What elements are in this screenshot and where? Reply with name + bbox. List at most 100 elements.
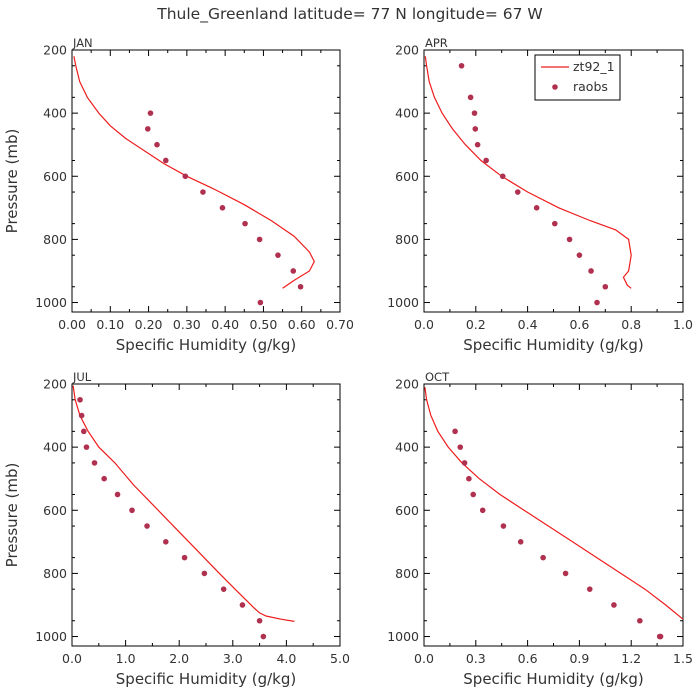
y-tick-label: 800 (395, 232, 419, 247)
raobs-point (163, 539, 169, 545)
x-tick-label: 0.8 (621, 317, 641, 332)
raobs-point (470, 491, 477, 498)
raobs-point (114, 491, 121, 498)
raobs-point (260, 633, 267, 640)
raobs-point (257, 299, 264, 306)
x-tick-label: 2.0 (169, 651, 189, 666)
raobs-point (500, 523, 507, 529)
panel-oct: OCT 0.0 0.3 0.6 0.9 1.2 1.5 200 400 600 800 1000 Spe… (387, 370, 693, 688)
raobs-point (467, 94, 474, 101)
plot-frame (71, 49, 341, 313)
raobs-point (182, 173, 189, 180)
raobs-point (154, 141, 160, 148)
legend-marker-swatch (552, 84, 558, 90)
y-axis-label: Pressure (mb) (3, 463, 21, 568)
y-tick-label: 800 (43, 566, 67, 581)
x-axis-label: Specific Humidity (g/kg) (116, 336, 296, 354)
y-tick-label: 800 (395, 566, 419, 581)
raobs-point (181, 554, 188, 561)
raobs-point (588, 268, 594, 274)
x-tick-label: 0.0 (62, 651, 82, 666)
x-tick-label: 1.0 (116, 651, 136, 666)
raobs-point (499, 173, 506, 180)
model-profile-line (424, 56, 632, 289)
y-tick-label: 800 (43, 232, 67, 247)
x-tick-label: 0.0 (414, 317, 434, 332)
raobs-point (471, 110, 478, 116)
y-tick-label: 400 (395, 106, 419, 121)
raobs-point (297, 283, 304, 290)
x-tick-label: 0.6 (569, 317, 589, 332)
y-tick-label: 600 (43, 169, 67, 184)
plot-frame (423, 383, 684, 647)
raobs-point (91, 460, 98, 466)
raobs-point (514, 189, 521, 195)
x-tick-label: 1.0 (673, 317, 693, 332)
raobs-point (533, 205, 540, 211)
raobs-point (483, 157, 489, 164)
plot-frame (71, 383, 341, 647)
raobs-point (540, 554, 546, 561)
x-tick-label: 0.0 (414, 651, 434, 666)
x-axis-label: Specific Humidity (g/kg) (463, 670, 643, 688)
raobs-point (637, 617, 643, 624)
panel-title: JAN (72, 36, 93, 50)
panel-title: OCT (425, 370, 450, 384)
raobs-point (220, 586, 227, 592)
raobs-point (479, 507, 486, 514)
panel-title: APR (425, 36, 448, 50)
raobs-point (466, 475, 472, 482)
y-tick-label: 400 (43, 440, 67, 455)
raobs-point (163, 157, 169, 164)
x-tick-label: 0.10 (96, 317, 124, 332)
model-profile-line (424, 387, 684, 620)
raobs-point (200, 189, 206, 195)
y-tick-label: 1000 (35, 629, 67, 644)
raobs-point (147, 110, 154, 116)
raobs-point (275, 252, 281, 258)
x-tick-label: 0.40 (211, 317, 239, 332)
raobs-point (80, 428, 87, 435)
raobs-point (83, 444, 90, 450)
x-tick-label: 0.3 (466, 651, 486, 666)
legend-box (534, 54, 621, 101)
x-tick-label: 0.2 (466, 317, 486, 332)
raobs-point (656, 633, 663, 640)
x-tick-label: 5.0 (330, 651, 350, 666)
raobs-point (290, 268, 297, 274)
x-tick-label: 0.70 (326, 317, 354, 332)
x-axis-label: Specific Humidity (g/kg) (463, 336, 643, 354)
y-tick-label: 600 (43, 503, 67, 518)
x-tick-label: 0.60 (288, 317, 316, 332)
raobs-point (551, 220, 558, 227)
raobs-point (562, 570, 569, 577)
raobs-point (145, 126, 151, 132)
y-tick-label: 200 (43, 43, 67, 58)
x-tick-label: 0.00 (58, 317, 86, 332)
raobs-point (144, 523, 150, 529)
x-tick-label: 0.6 (518, 651, 538, 666)
y-tick-label: 200 (395, 377, 419, 392)
raobs-point (201, 570, 208, 577)
x-tick-label: 4.0 (276, 651, 296, 666)
raobs-point (256, 617, 263, 624)
raobs-point (566, 236, 573, 243)
panel-jul: JUL 0.0 1.0 2.0 3.0 4.0 5.0 200 400 600 800 1000 Spe… (3, 370, 350, 688)
raobs-point (78, 412, 85, 419)
x-tick-label: 3.0 (223, 651, 243, 666)
legend-label-raobs: raobs (573, 79, 608, 94)
x-tick-label: 1.2 (621, 651, 641, 666)
x-tick-label: 0.30 (173, 317, 201, 332)
panels: JAN 0.00 0.10 0.20 0.30 0.40 0.50 0.60 0.70 200 40… (3, 36, 693, 688)
raobs-point (219, 205, 226, 211)
raobs-point (611, 602, 617, 608)
panel-jan: JAN 0.00 0.10 0.20 0.30 0.40 0.50 0.60 0.70 200 40… (3, 36, 354, 354)
x-tick-label: 0.50 (250, 317, 278, 332)
raobs-point (594, 299, 600, 306)
x-axis-label: Specific Humidity (g/kg) (116, 670, 296, 688)
raobs-point (576, 252, 583, 258)
y-tick-label: 400 (43, 106, 67, 121)
figure-title: Thule_Greenland latitude= 77 N longitude… (156, 5, 543, 24)
